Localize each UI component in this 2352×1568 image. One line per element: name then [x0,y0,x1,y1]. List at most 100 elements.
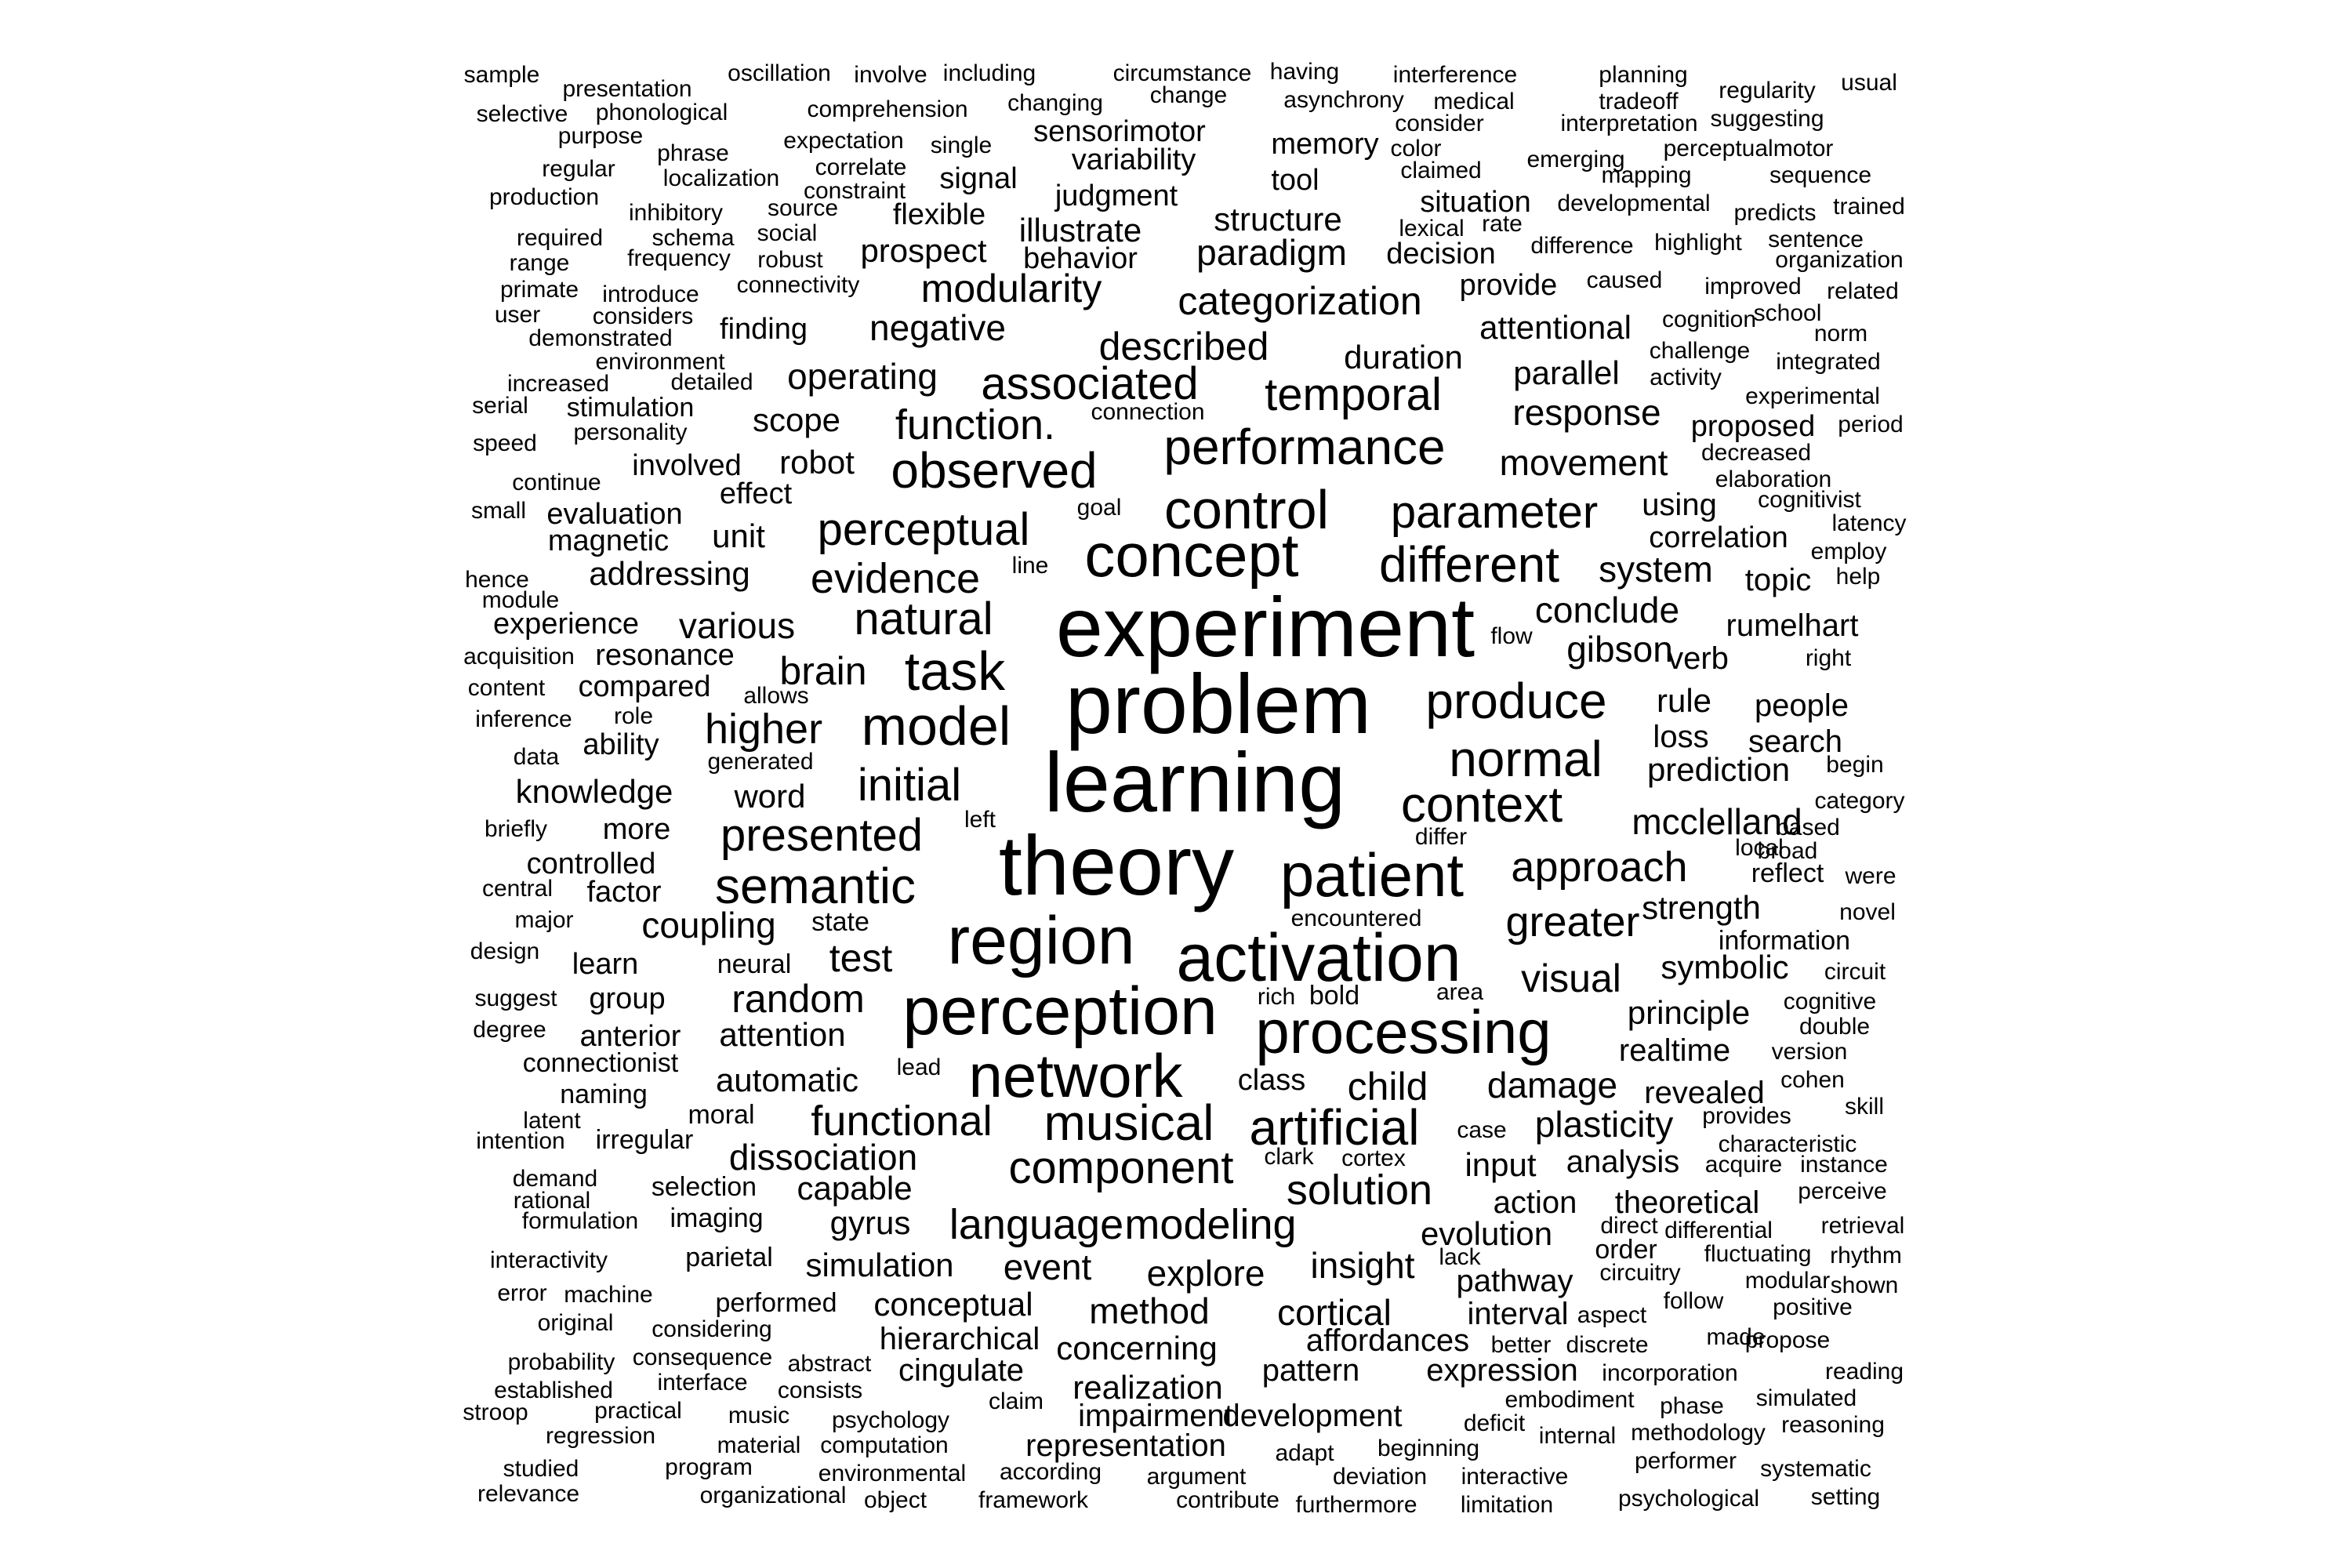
cloud-word: magnetic [547,524,670,557]
cloud-word: content [467,675,546,701]
cloud-word: demand [512,1166,598,1192]
cloud-word: practical [594,1398,682,1424]
cloud-word: phase [1660,1393,1724,1419]
cloud-word: prediction [1646,751,1791,788]
cloud-word: context [1400,776,1563,833]
cloud-word: pathway [1456,1264,1573,1298]
cloud-word: lead [896,1054,942,1080]
cloud-word: problem [1065,656,1372,751]
cloud-word: cortical [1277,1292,1392,1333]
cloud-word: associated [981,358,1199,409]
cloud-word: perceptualmotor [1663,136,1834,162]
cloud-word: plasticity [1534,1104,1674,1145]
cloud-word: cohen [1780,1067,1845,1093]
cloud-word: were [1845,863,1896,889]
cloud-word: clark [1264,1144,1314,1170]
cloud-word: usual [1841,70,1897,96]
cloud-word: natural [854,593,993,644]
cloud-word: oscillation [728,60,831,86]
cloud-word: evaluation [546,498,683,531]
cloud-word: connectivity [736,272,860,298]
cloud-word: retrieval [1820,1213,1905,1239]
cloud-word: latent [523,1108,581,1134]
cloud-word: bold [1308,981,1360,1011]
cloud-word: consequence [632,1345,773,1370]
cloud-word: data [513,744,560,770]
cloud-word: rumelhart [1726,608,1859,643]
cloud-word: method [1089,1290,1210,1331]
cloud-word: presentation [562,76,692,102]
cloud-word: naming [560,1080,648,1109]
cloud-word: schema [652,225,735,251]
cloud-word: capable [797,1170,913,1207]
cloud-word: adapt [1275,1440,1334,1466]
cloud-word: duration [1344,339,1463,376]
cloud-word: furthermore [1295,1492,1417,1518]
cloud-word: left [964,807,996,833]
cloud-word: mapping [1601,162,1692,188]
cloud-word: evidence [810,555,981,602]
cloud-word: contribute [1176,1487,1279,1513]
cloud-word: unit [712,517,765,554]
cloud-word: experiment [1055,579,1475,674]
cloud-word: attentional [1479,309,1632,346]
cloud-word: using [1642,488,1717,522]
cloud-word: acquire [1704,1152,1783,1178]
cloud-word: cognitivist [1758,487,1861,513]
cloud-word: aspect [1577,1302,1647,1328]
cloud-word: planning [1599,62,1688,88]
cloud-word: proposed [1690,410,1816,443]
cloud-word: constraint [803,178,906,204]
cloud-word: task [904,641,1006,702]
cloud-word: rule [1656,682,1712,719]
cloud-word: limitation [1460,1492,1554,1518]
cloud-word: parietal [685,1243,773,1272]
cloud-word: judgment [1054,180,1178,212]
cloud-word: interference [1392,62,1518,88]
cloud-word: broad [1757,838,1818,864]
cloud-word: program [665,1454,753,1480]
cloud-word: organization [1775,247,1904,273]
cloud-word: performance [1163,419,1446,475]
cloud-word: incorporation [1602,1360,1738,1386]
cloud-word: introduce [602,281,699,307]
cloud-word: related [1827,278,1899,304]
cloud-word: production [488,184,600,210]
cloud-word: response [1512,392,1661,433]
cloud-word: beginning [1377,1436,1480,1461]
cloud-word: situation [1420,186,1531,219]
cloud-word: trained [1833,194,1905,220]
cloud-word: computation [820,1432,949,1458]
cloud-word: localization [662,165,780,191]
cloud-word: relevance [477,1481,580,1507]
cloud-word: encountered [1290,906,1422,931]
cloud-word: material [717,1432,801,1458]
cloud-word: correlate [815,154,907,180]
cloud-word: processing [1255,997,1552,1066]
cloud-word: reflect [1751,858,1824,888]
cloud-word: expectation [783,128,904,154]
cloud-word: improved [1704,274,1802,299]
cloud-word: source [767,195,839,221]
cloud-word: gibson [1566,629,1673,670]
cloud-word: categorization [1178,279,1422,323]
cloud-word: action [1493,1185,1577,1220]
cloud-word: representation [1025,1428,1226,1463]
cloud-word: development [1222,1399,1403,1433]
cloud-word: original [537,1310,614,1336]
cloud-word: double [1798,1014,1871,1040]
cloud-word: cognition [1661,307,1757,332]
cloud-word: rational [513,1188,591,1214]
cloud-word: conceptual [873,1286,1033,1323]
cloud-word: local [1735,835,1784,861]
cloud-word: psychological [1617,1486,1760,1512]
cloud-word: setting [1810,1484,1881,1510]
cloud-word: selection [651,1172,757,1202]
cloud-word: component [1008,1142,1234,1193]
cloud-word: circuitry [1599,1260,1681,1286]
cloud-word: expression [1426,1353,1578,1388]
cloud-word: analysis [1566,1145,1680,1179]
cloud-word: conclude [1534,590,1680,630]
cloud-word: period [1838,412,1904,437]
